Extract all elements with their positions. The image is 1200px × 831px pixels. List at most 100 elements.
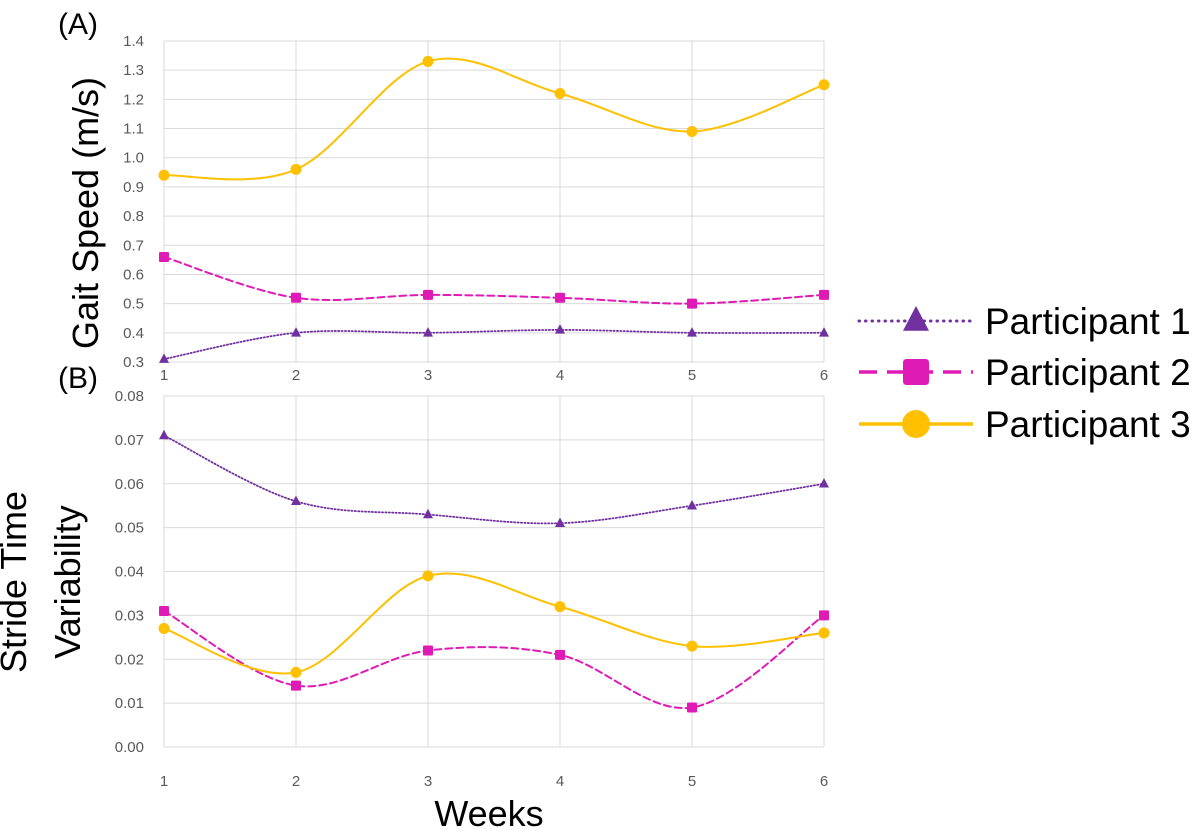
panel-a-point-participant-1 [159, 353, 169, 363]
panel-b-point-participant-1 [291, 495, 301, 506]
panel-b-point-participant-1 [555, 517, 565, 527]
panel-b-point-participant-3 [818, 627, 830, 639]
panel-b-point-participant-3 [290, 666, 302, 678]
legend-item-participant-2: Participant 2 [859, 352, 1191, 393]
panel-a-point-participant-1 [819, 327, 829, 337]
panel-b-x-tick-label: 3 [424, 773, 432, 790]
panel-b-series [158, 429, 830, 713]
panel-a-x-tick-label: 2 [292, 367, 300, 384]
panel-b-y-ticks: 0.00 0.01 0.02 0.03 0.04 0.05 0.06 0.07 0.08 [115, 388, 144, 756]
panel-a-x-tick-label: 5 [688, 367, 696, 384]
panel-b-x-tick-label: 6 [820, 773, 828, 790]
panel-a-x-tick-label: 3 [424, 367, 432, 384]
panel-a-y-tick-label: 1.3 [123, 62, 144, 79]
panel-a-point-participant-3 [818, 79, 830, 91]
panel-b-y-tick-label: 0.06 [115, 476, 144, 493]
legend-marker-square-icon [903, 359, 929, 385]
panel-a-x-tick-label: 1 [160, 367, 168, 384]
panel-a-gait-speed: 0.3 0.4 0.5 0.6 0.7 0.8 0.9 1.0 1.1 1.2 1.3 1.4 1 2 3… [58, 8, 830, 384]
panel-a-y-axis-title: Gait Speed (m/s) [65, 77, 106, 349]
panel-b-point-participant-3 [554, 601, 566, 613]
panel-b-grid [163, 395, 825, 748]
panel-b-y-tick-label: 0.00 [115, 739, 144, 756]
panel-a-point-participant-2 [555, 292, 565, 303]
panel-a-y-tick-label: 1.1 [123, 121, 144, 138]
panel-b-x-tick-label: 1 [160, 773, 168, 790]
panel-a-y-tick-label: 1.4 [123, 33, 144, 50]
panel-a-point-participant-2 [423, 289, 433, 300]
panel-a-point-participant-2 [291, 292, 301, 303]
panel-a-y-tick-label: 1.2 [123, 91, 144, 108]
panel-a-series-line-participant-3 [163, 57, 825, 181]
panel-b-label: (B) [58, 362, 98, 395]
panel-a-point-participant-1 [423, 327, 433, 337]
panel-b-y-tick-label: 0.03 [115, 607, 144, 624]
panel-a-point-participant-1 [687, 327, 697, 337]
panel-b-x-tick-label: 4 [556, 773, 564, 790]
legend-item-participant-3: Participant 3 [859, 404, 1191, 445]
panel-b-y-axis-title-line-2: Variability [47, 505, 88, 658]
panel-a-label: (A) [58, 8, 98, 41]
panel-a-y-tick-label: 0.7 [123, 237, 144, 254]
panel-a-x-ticks: 1 2 3 4 5 6 [160, 367, 828, 384]
panel-a-point-participant-3 [686, 125, 698, 137]
panel-a-y-tick-label: 0.3 [123, 354, 144, 371]
panel-b-point-participant-3 [686, 640, 698, 652]
panel-b-y-tick-label: 0.02 [115, 651, 144, 668]
panel-b-point-participant-3 [158, 623, 170, 635]
panel-b-y-tick-label: 0.05 [115, 520, 144, 537]
legend-label: Participant 2 [985, 352, 1191, 393]
panel-a-x-tick-label: 4 [556, 367, 564, 384]
panel-a-y-tick-label: 0.4 [123, 325, 144, 342]
panel-a-y-tick-label: 1.0 [123, 150, 144, 167]
panel-b-x-ticks: 1 2 3 4 5 6 [160, 773, 828, 790]
panel-b-x-axis-title: Weeks [434, 793, 543, 831]
panel-b-point-participant-2 [291, 680, 301, 691]
panel-a-y-tick-label: 0.6 [123, 266, 144, 283]
legend-marker-circle-icon [902, 410, 930, 438]
panel-b-y-tick-label: 0.04 [115, 564, 144, 581]
panel-a-series-line-participant-1 [163, 328, 825, 360]
panel-a-point-participant-3 [554, 88, 566, 100]
panel-b-point-participant-1 [159, 429, 169, 440]
panel-b-stride-time-variability: 0.00 0.01 0.02 0.03 0.04 0.05 0.06 0.07 0.08 1 2 3… [0, 362, 830, 831]
panel-b-y-axis-title-line-1: Stride Time [0, 491, 34, 673]
legend-label: Participant 1 [985, 301, 1191, 342]
panel-a-y-tick-label: 0.8 [123, 208, 144, 225]
panel-a-y-tick-label: 0.9 [123, 179, 144, 196]
panel-b-series-line-participant-2 [163, 610, 825, 710]
panel-a-series-line-participant-2 [163, 255, 825, 305]
panel-b-y-tick-label: 0.08 [115, 388, 144, 405]
panel-b-point-participant-2 [159, 605, 169, 616]
panel-a-series [158, 55, 830, 363]
panel-b-series-line-participant-3 [163, 572, 825, 675]
panel-a-point-participant-1 [291, 327, 301, 337]
panel-b-y-tick-label: 0.07 [115, 432, 144, 449]
legend: Participant 1 Participant 2 Participant 3 [857, 301, 1191, 445]
panel-a-point-participant-2 [687, 298, 697, 309]
panel-b-point-participant-1 [423, 508, 433, 519]
panel-b-point-participant-2 [687, 702, 697, 713]
panel-a-point-participant-2 [159, 251, 169, 262]
panel-b-point-participant-3 [422, 570, 434, 582]
panel-a-point-participant-3 [290, 163, 302, 175]
panel-a-point-participant-2 [819, 289, 829, 300]
panel-a-x-tick-label: 6 [820, 367, 828, 384]
panel-a-point-participant-3 [158, 169, 170, 181]
panel-a-point-participant-1 [555, 324, 565, 334]
panel-b-point-participant-1 [687, 499, 697, 510]
panel-b-point-participant-2 [423, 645, 433, 656]
legend-item-participant-1: Participant 1 [857, 301, 1191, 342]
legend-label: Participant 3 [985, 404, 1191, 445]
panel-b-series-line-participant-1 [163, 434, 825, 525]
panel-b-point-participant-2 [819, 610, 829, 621]
panel-b-x-tick-label: 5 [688, 773, 696, 790]
panel-a-grid [163, 40, 825, 363]
legend-marker-triangle-icon [903, 306, 929, 331]
panel-a-point-participant-3 [422, 55, 434, 67]
panel-a-y-ticks: 0.3 0.4 0.5 0.6 0.7 0.8 0.9 1.0 1.1 1.2 1.3 1.4 [123, 33, 144, 371]
panel-b-y-tick-label: 0.01 [115, 695, 144, 712]
panel-b-x-tick-label: 2 [292, 773, 300, 790]
panel-a-y-tick-label: 0.5 [123, 296, 144, 313]
